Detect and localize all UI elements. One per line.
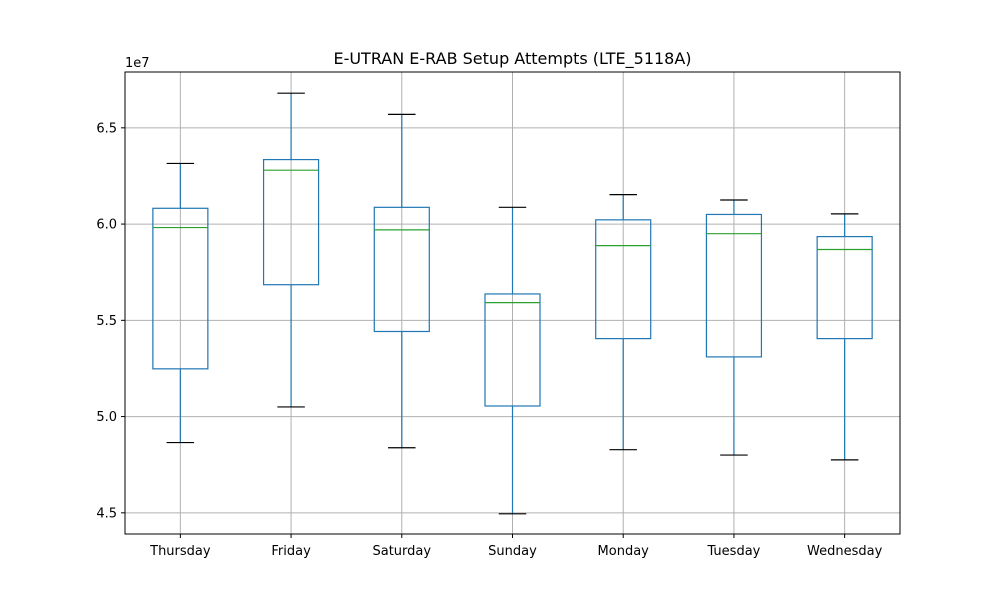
x-tick-label: Tuesday [706,544,760,559]
y-tick-label: 5.5 [96,314,117,329]
iqr-box [484,293,541,407]
x-tick-label: Thursday [149,544,211,559]
box-sunday [484,206,541,515]
x-tick-label: Wednesday [807,544,883,559]
iqr-box [373,206,430,333]
iqr-box [595,219,652,340]
axis-layer: 4.5 5.0 5.5 6.0 6.5 Thursday Friday Saturday Sun… [96,121,882,559]
box-wednesday [816,213,873,461]
box-saturday [373,113,430,449]
plot-frame [124,71,901,535]
y-tick-label: 6.5 [96,121,117,136]
box-tuesday [705,199,763,456]
iqr-box [262,158,320,286]
iqr-box [705,213,763,358]
y-tick-label: 5.0 [96,410,117,425]
box-thursday [152,162,209,444]
x-tick-label: Saturday [372,544,431,559]
box-monday [595,194,652,451]
grid-layer [125,72,900,534]
x-tick-label: Monday [598,544,650,559]
chart-title: E-UTRAN E-RAB Setup Attempts (LTE_5118A) [333,49,691,69]
y-offset-label: 1e7 [125,56,150,71]
iqr-box [816,235,873,340]
box-friday [262,92,320,408]
y-tick-label: 4.5 [96,506,117,521]
iqr-box [152,207,209,370]
x-tick-label: Sunday [488,544,537,559]
box-layer [152,92,873,515]
x-tick-label: Friday [271,544,311,559]
y-tick-label: 6.0 [96,218,117,233]
